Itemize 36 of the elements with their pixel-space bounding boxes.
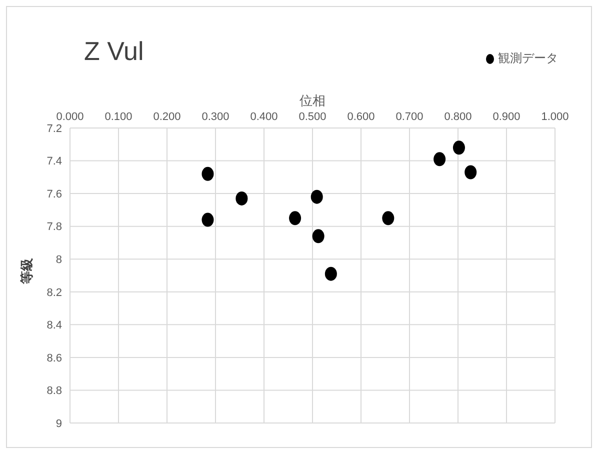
y-tick-label: 9 <box>56 418 62 430</box>
chart-title: Z Vul <box>84 36 144 67</box>
point <box>202 212 214 227</box>
y-tick-label: 7.6 <box>46 188 62 200</box>
x-tick-label: 0.600 <box>347 111 375 123</box>
point <box>289 211 302 226</box>
legend-label: 観測データ <box>498 50 558 67</box>
x-tick-label: 0.000 <box>56 111 84 123</box>
x-tick-label: 0.400 <box>250 111 278 123</box>
y-tick-label: 8.8 <box>46 385 62 398</box>
x-tick-label: 0.900 <box>492 111 520 123</box>
y-tick-label: 7.2 <box>46 122 62 135</box>
x-tick-label: 0.200 <box>153 111 181 123</box>
y-tick-label: 8 <box>56 254 62 266</box>
point <box>382 211 394 226</box>
x-tick-label: 0.100 <box>104 111 132 123</box>
y-tick-label: 7.4 <box>46 156 62 168</box>
point <box>452 140 465 155</box>
y-tick-label: 7.8 <box>46 221 62 234</box>
x-tick-label: 0.700 <box>396 111 424 123</box>
point <box>434 152 446 166</box>
x-axis-title: 位相 <box>298 92 326 110</box>
point <box>324 266 337 281</box>
x-tick-label: 0.500 <box>298 111 326 123</box>
y-axis-title: 等級 <box>18 257 35 286</box>
y-tick-label: 8.2 <box>46 286 62 299</box>
x-tick-label: 1.000 <box>541 111 569 123</box>
point <box>202 166 214 181</box>
point <box>236 191 248 206</box>
point <box>310 190 323 204</box>
y-tick-label: 8.6 <box>46 352 62 364</box>
point <box>464 165 477 180</box>
x-tick-label: 0.800 <box>444 111 472 123</box>
x-tick-label: 0.300 <box>202 111 230 123</box>
point <box>312 229 324 244</box>
y-tick-label: 8.4 <box>46 320 62 332</box>
